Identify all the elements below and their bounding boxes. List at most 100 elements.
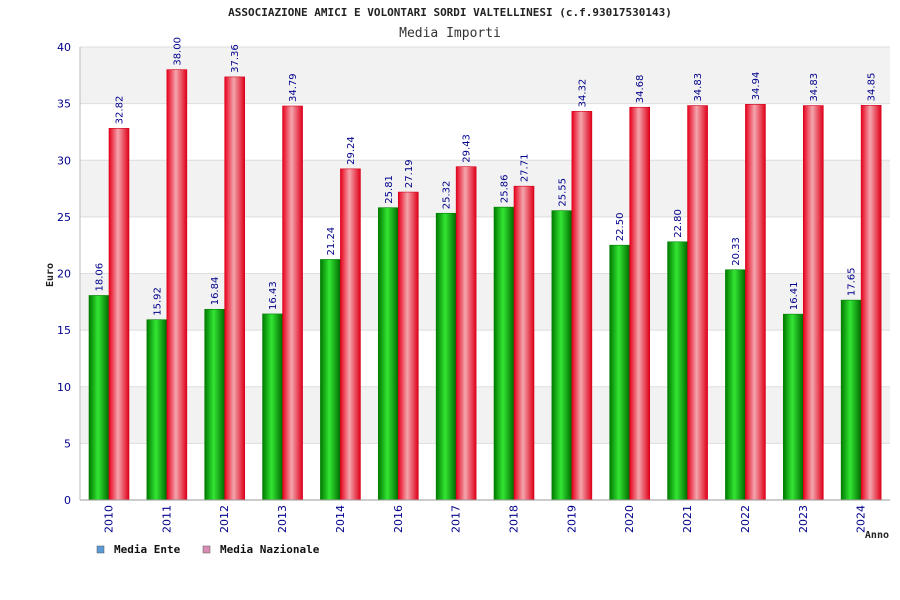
bar-media-ente bbox=[667, 241, 688, 501]
bar-media-nazionale bbox=[745, 104, 766, 501]
bar-media-ente bbox=[262, 313, 283, 501]
x-axis-ticks: 2010 2011 2012 2013 2014 2016 2017 2018 2019 2020… bbox=[103, 505, 868, 533]
x-tick-label: 2018 bbox=[508, 505, 521, 533]
data-label-media-ente: 16.84 bbox=[210, 277, 221, 306]
bar-media-ente bbox=[320, 259, 341, 501]
y-tick-label: 35 bbox=[57, 98, 71, 111]
y-axis-ticks: 0 5 10 15 20 25 30 35 40 bbox=[57, 41, 71, 507]
bar-media-nazionale bbox=[513, 185, 535, 501]
data-label-media-nazionale: 34.68 bbox=[635, 75, 646, 104]
bar-media-ente bbox=[146, 319, 168, 501]
data-label-media-nazionale: 29.24 bbox=[346, 136, 357, 165]
data-labels: 18.06 32.82 15.92 38.00 16.84 37.36 16.43 34.79… bbox=[95, 37, 878, 316]
data-label-media-nazionale: 38.00 bbox=[172, 37, 183, 66]
x-tick-label: 2016 bbox=[392, 505, 405, 533]
data-label-media-nazionale: 27.19 bbox=[404, 159, 415, 188]
legend: Media Ente Media Nazionale bbox=[96, 543, 320, 556]
legend-label-media-nazionale: Media Nazionale bbox=[220, 543, 320, 556]
bar-media-ente bbox=[609, 244, 631, 501]
data-label-media-nazionale: 37.36 bbox=[230, 44, 241, 73]
x-axis-label: Anno bbox=[865, 530, 889, 541]
plot-band bbox=[80, 443, 890, 500]
data-label-media-ente: 22.80 bbox=[673, 209, 684, 238]
bar-media-nazionale bbox=[629, 106, 651, 501]
data-label-media-nazionale: 34.83 bbox=[693, 73, 704, 102]
data-label-media-ente: 16.41 bbox=[789, 282, 800, 311]
legend-swatch-media-nazionale bbox=[202, 545, 211, 554]
y-tick-label: 20 bbox=[57, 268, 71, 281]
data-label-media-nazionale: 34.79 bbox=[288, 73, 299, 102]
plot-band bbox=[80, 216, 890, 274]
data-label-media-ente: 20.33 bbox=[731, 237, 742, 266]
bar-media-ente bbox=[435, 212, 457, 501]
plot-band bbox=[80, 273, 890, 331]
x-tick-label: 2010 bbox=[103, 505, 116, 533]
bar-media-nazionale bbox=[802, 105, 824, 501]
data-label-media-ente: 15.92 bbox=[152, 287, 163, 316]
bar-media-ente bbox=[551, 210, 573, 501]
x-tick-label: 2014 bbox=[334, 505, 347, 533]
bar-media-ente bbox=[840, 299, 862, 501]
x-tick-label: 2017 bbox=[450, 505, 463, 533]
y-tick-label: 40 bbox=[57, 41, 71, 54]
x-tick-label: 2023 bbox=[797, 505, 810, 533]
data-label-media-ente: 17.65 bbox=[847, 267, 858, 296]
legend-label-media-ente: Media Ente bbox=[114, 543, 181, 556]
x-tick-label: 2013 bbox=[276, 505, 289, 533]
data-label-media-nazionale: 32.82 bbox=[115, 96, 126, 125]
x-tick-label: 2011 bbox=[160, 505, 173, 533]
x-tick-label: 2021 bbox=[681, 505, 694, 533]
plot-band bbox=[80, 47, 890, 104]
x-tick-label: 2019 bbox=[565, 505, 578, 533]
bar-media-nazionale bbox=[397, 191, 419, 501]
bar-media-nazionale bbox=[687, 105, 708, 501]
bar-media-nazionale bbox=[340, 168, 361, 501]
bar-media-nazionale bbox=[166, 69, 188, 501]
data-label-media-nazionale: 34.94 bbox=[751, 72, 762, 101]
chart-subtitle: Media Importi bbox=[399, 26, 501, 41]
data-label-media-ente: 25.55 bbox=[557, 178, 568, 207]
bar-media-ente bbox=[88, 295, 110, 501]
bar-media-nazionale bbox=[224, 76, 246, 501]
x-tick-label: 2012 bbox=[218, 505, 231, 533]
legend-swatch-media-ente bbox=[96, 545, 105, 554]
bar-media-ente bbox=[782, 313, 804, 501]
y-tick-label: 15 bbox=[57, 324, 71, 337]
y-tick-label: 25 bbox=[57, 211, 71, 224]
bar-media-ente bbox=[725, 269, 746, 501]
x-tick-label: 2022 bbox=[739, 505, 752, 533]
data-label-media-nazionale: 34.83 bbox=[809, 73, 820, 102]
y-tick-label: 5 bbox=[64, 437, 71, 450]
data-label-media-ente: 25.32 bbox=[442, 181, 453, 210]
data-label-media-ente: 25.86 bbox=[500, 174, 511, 203]
bar-media-nazionale bbox=[455, 166, 477, 501]
y-tick-label: 10 bbox=[57, 381, 71, 394]
plot-band bbox=[80, 103, 890, 161]
bar-media-ente bbox=[493, 206, 515, 501]
data-label-media-ente: 25.81 bbox=[384, 175, 395, 204]
x-tick-label: 2024 bbox=[855, 505, 868, 533]
y-axis-label: Euro bbox=[45, 263, 56, 287]
chart-title: ASSOCIAZIONE AMICI E VOLONTARI SORDI VAL… bbox=[228, 6, 672, 19]
plot-band bbox=[80, 386, 890, 444]
bar-media-nazionale bbox=[282, 105, 303, 501]
data-label-media-nazionale: 27.71 bbox=[520, 154, 531, 183]
data-label-media-ente: 22.50 bbox=[615, 213, 626, 242]
bar-media-nazionale bbox=[108, 128, 130, 501]
bars bbox=[88, 69, 882, 501]
y-tick-label: 30 bbox=[57, 154, 71, 167]
data-label-media-ente: 16.43 bbox=[268, 281, 279, 310]
bar-media-ente bbox=[204, 308, 226, 501]
data-label-media-nazionale: 34.85 bbox=[867, 73, 878, 102]
y-tick-label: 0 bbox=[64, 494, 71, 507]
x-tick-label: 2020 bbox=[623, 505, 636, 533]
data-label-media-nazionale: 29.43 bbox=[462, 134, 473, 163]
plot-band bbox=[80, 330, 890, 387]
bar-media-nazionale bbox=[571, 111, 593, 501]
data-label-media-ente: 18.06 bbox=[95, 263, 106, 292]
bar-media-ente bbox=[377, 207, 399, 501]
plot-band bbox=[80, 160, 890, 217]
data-label-media-ente: 21.24 bbox=[326, 227, 337, 256]
